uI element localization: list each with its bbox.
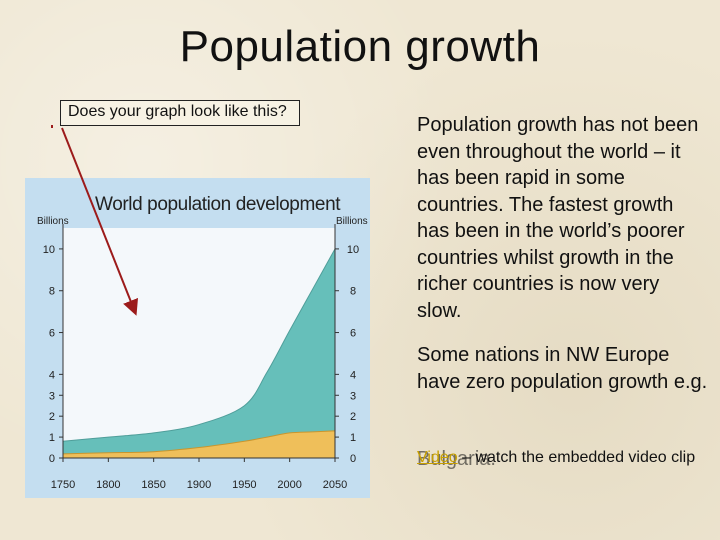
question-box: Does your graph look like this? xyxy=(60,100,300,126)
x-tick-label: 1750 xyxy=(51,479,75,491)
y-tick-label-right: 3 xyxy=(350,390,356,402)
population-chart: World population development Billions Bill… xyxy=(25,178,370,498)
y-tick-label-right: 0 xyxy=(350,453,356,465)
y-tick-label-left: 4 xyxy=(49,369,55,381)
y-tick-label-right: 8 xyxy=(350,286,356,298)
y-tick-label-left: 0 xyxy=(49,453,55,465)
y-tick-label-left: 1 xyxy=(49,432,55,444)
video-description: – watch the embedded video clip xyxy=(457,449,696,466)
body-text: Population growth has not been even thro… xyxy=(417,112,709,395)
developing-area xyxy=(62,246,336,459)
x-tick-label: 1900 xyxy=(187,479,211,491)
x-tick-label: 2050 xyxy=(323,479,347,491)
y-tick-label-right: 2 xyxy=(350,411,356,423)
y-tick-label-right: 1 xyxy=(350,432,356,444)
x-tick-label: 1950 xyxy=(232,479,256,491)
y-tick-label-left: 8 xyxy=(49,286,55,298)
x-tick-label: 1850 xyxy=(141,479,165,491)
y-tick-label-left: 10 xyxy=(43,244,55,256)
y-axis-label-right: Billions xyxy=(336,216,368,227)
paragraph-growth: Population growth has not been even thro… xyxy=(417,114,699,322)
y-tick-label-left: 2 xyxy=(49,411,55,423)
y-tick-label-left: 3 xyxy=(49,390,55,402)
y-tick-label-right: 6 xyxy=(350,328,356,340)
y-tick-label-right: 4 xyxy=(350,369,356,381)
video-link[interactable]: Video xyxy=(417,449,458,466)
x-tick-label: 2000 xyxy=(277,479,301,491)
zero-growth-text: Some nations in NW Europe have zero popu… xyxy=(417,344,708,393)
chart-title: World population development xyxy=(95,194,341,215)
y-tick-label-right: 10 xyxy=(347,244,359,256)
video-row: Video – watch the embedded video clip xyxy=(417,448,709,468)
x-tick-label: 1800 xyxy=(96,479,120,491)
paragraph-zero-growth: Some nations in NW Europe have zero popu… xyxy=(417,342,709,395)
y-axis-label-left: Billions xyxy=(37,216,69,227)
slide-title: Population growth xyxy=(179,22,541,71)
developed-area xyxy=(62,430,336,459)
y-tick-label-left: 6 xyxy=(49,328,55,340)
